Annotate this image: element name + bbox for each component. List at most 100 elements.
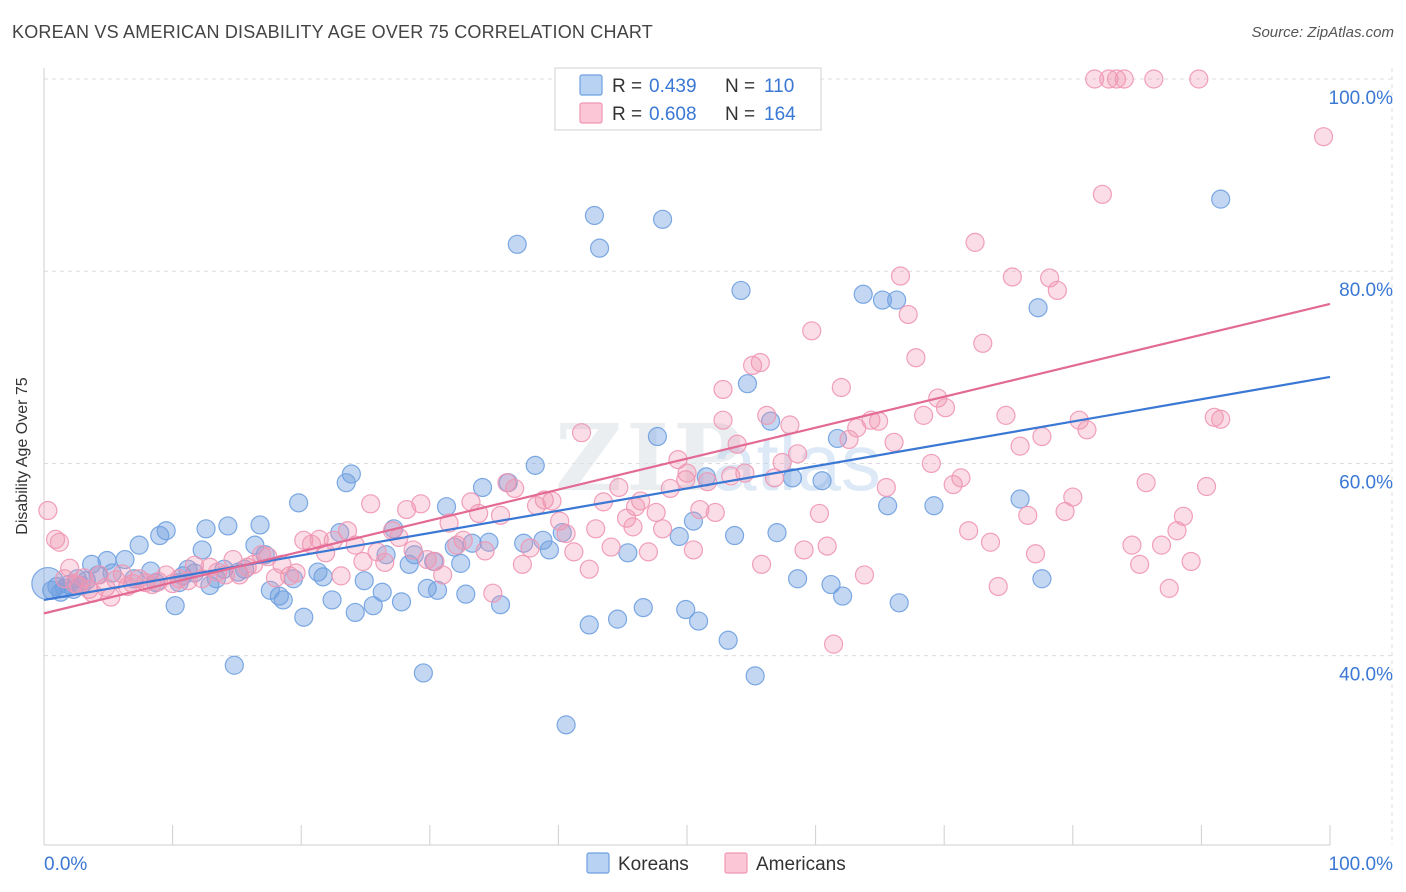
point-americans-79 (579, 559, 599, 579)
y-tick-labels: 40.0% 60.0% 80.0% 100.0% (1329, 88, 1394, 686)
point-americans-77 (564, 542, 584, 562)
point-americans-130 (959, 521, 979, 541)
stats-legend: R = 0.439 N = 110 R = 0.608 N = 164 (554, 67, 822, 131)
point-americans-116 (854, 565, 875, 585)
point-americans-56 (411, 494, 431, 514)
point-americans-102 (750, 352, 770, 373)
point-americans-71 (520, 538, 540, 558)
point-americans-76 (556, 524, 576, 544)
point-americans-60 (439, 513, 459, 533)
point-americans-167 (713, 410, 733, 430)
point-americans-161 (1189, 69, 1209, 89)
point-koreans-86 (652, 209, 673, 229)
point-koreans-83 (618, 543, 638, 563)
grid-lines (44, 68, 1393, 845)
point-koreans-112 (1028, 298, 1048, 318)
point-koreans-53 (372, 582, 392, 602)
point-koreans-56 (391, 592, 412, 612)
point-americans-125 (921, 453, 941, 474)
point-americans-95 (697, 472, 718, 492)
point-koreans-78 (556, 715, 576, 735)
point-americans-123 (906, 348, 926, 368)
point-koreans-21 (165, 596, 185, 616)
point-koreans-36 (250, 515, 270, 535)
point-americans-155 (1144, 69, 1164, 89)
point-americans-169 (625, 497, 646, 517)
point-koreans-94 (731, 280, 751, 301)
point-koreans-92 (718, 630, 738, 650)
point-koreans-90 (688, 611, 709, 631)
point-koreans-74 (525, 455, 545, 475)
point-americans-140 (1032, 426, 1052, 447)
point-koreans-43 (294, 607, 314, 627)
point-americans-162 (1196, 476, 1217, 497)
point-koreans-42 (289, 493, 309, 513)
point-americans-153 (1130, 554, 1150, 574)
point-americans-75 (550, 511, 570, 531)
point-koreans-105 (853, 284, 873, 304)
point-americans-151 (1114, 69, 1134, 89)
point-koreans-98 (767, 523, 787, 543)
data-points (31, 69, 1334, 735)
point-koreans-96 (745, 666, 765, 686)
point-koreans-40 (273, 590, 293, 610)
point-koreans-62 (427, 580, 448, 600)
point-americans-152 (1122, 535, 1142, 555)
point-americans-131 (965, 232, 985, 252)
point-americans-108 (794, 540, 814, 560)
point-americans-73 (534, 490, 554, 510)
y-tick-label-2: 80.0% (1339, 280, 1393, 301)
legend-label-koreans: Koreans (618, 854, 689, 875)
point-koreans-57 (399, 554, 419, 574)
point-americans-139 (1025, 544, 1046, 564)
point-americans-146 (1077, 420, 1097, 440)
point-koreans-88 (676, 599, 696, 620)
legend-swatch-americans (579, 102, 603, 124)
point-americans-110 (809, 503, 830, 524)
y-tick-label-3: 100.0% (1329, 88, 1394, 109)
point-koreans-39 (269, 586, 289, 606)
point-koreans-16 (129, 535, 149, 555)
y-tick-label-1: 60.0% (1339, 472, 1393, 493)
point-koreans-85 (647, 426, 668, 447)
point-koreans-95 (737, 374, 758, 394)
point-americans-150 (1106, 69, 1127, 89)
point-americans-136 (1002, 267, 1022, 287)
point-americans-134 (988, 576, 1008, 597)
point-americans-62 (453, 530, 473, 550)
point-americans-74 (542, 491, 562, 511)
legend-n-value-americans: 164 (764, 104, 796, 125)
legend-n-label-koreans: N = (725, 76, 760, 97)
point-koreans-35 (245, 535, 265, 555)
point-americans-121 (890, 266, 911, 286)
point-koreans-109 (889, 593, 909, 613)
point-americans-103 (757, 405, 777, 425)
point-americans-59 (433, 565, 453, 585)
point-koreans-108 (887, 290, 907, 310)
chart-title: KOREAN VS AMERICAN DISABILITY AGE OVER 7… (12, 22, 653, 42)
x-tick-label-0: 0.0% (44, 854, 87, 875)
series-koreans (31, 189, 1231, 735)
point-americans-82 (601, 537, 621, 557)
point-americans-57 (417, 549, 437, 570)
legend-r-value-koreans: 0.439 (649, 76, 697, 97)
point-americans-7 (74, 568, 94, 588)
point-americans-159 (1173, 506, 1193, 526)
legend-label-americans: Americans (756, 854, 846, 875)
point-koreans-104 (833, 586, 853, 606)
point-americans-133 (980, 532, 1001, 552)
point-americans-129 (951, 468, 971, 488)
point-americans-127 (935, 398, 956, 418)
chart-source: Source: ZipAtlas.com (1251, 24, 1394, 41)
point-koreans-113 (1032, 569, 1052, 589)
point-americans-68 (497, 473, 517, 493)
point-americans-111 (817, 536, 837, 556)
point-koreans-32 (224, 655, 244, 675)
legend-n-label-americans: N = (725, 104, 760, 125)
point-americans-69 (505, 478, 525, 499)
point-koreans-101 (812, 471, 832, 491)
point-americans-113 (831, 377, 851, 398)
point-americans-94 (690, 499, 710, 520)
point-koreans-111 (1010, 489, 1030, 509)
point-koreans-27 (196, 519, 216, 539)
